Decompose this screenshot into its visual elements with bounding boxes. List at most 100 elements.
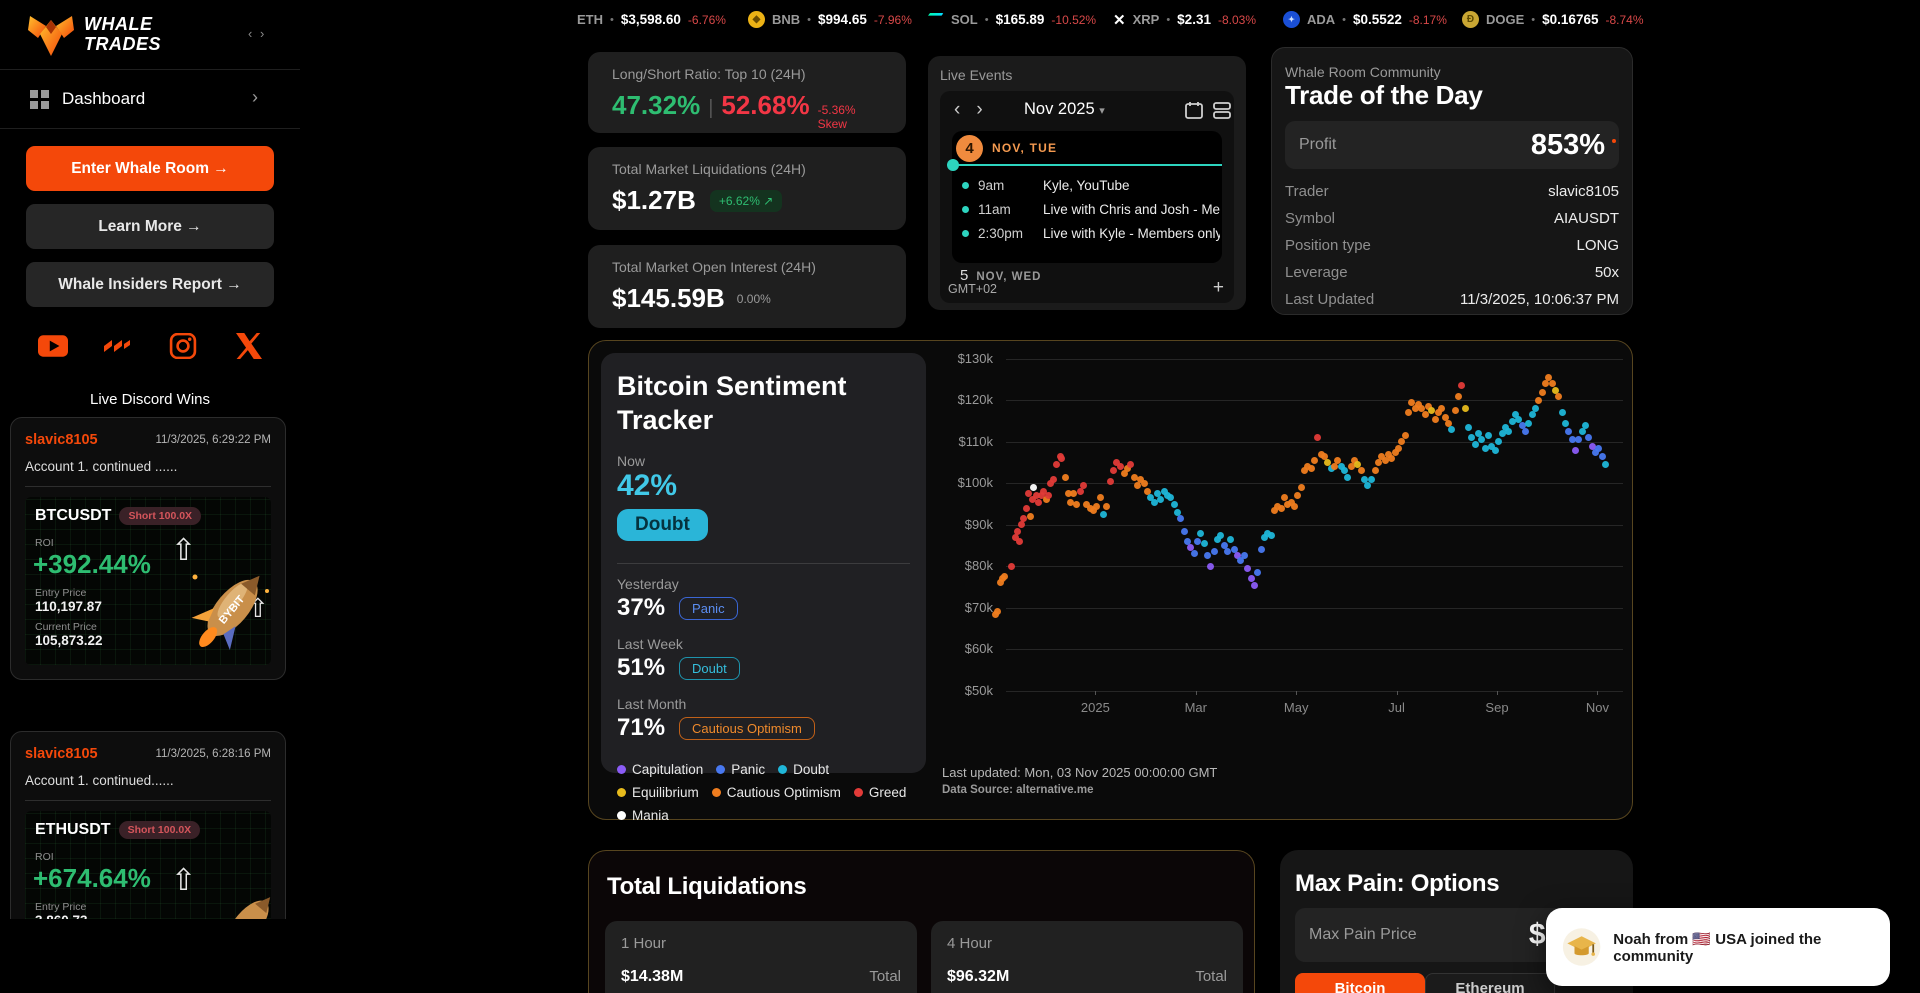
discord-win-card[interactable]: slavic8105 11/3/2025, 6:29:22 PM Account… [10,417,286,680]
calendar-next-icon[interactable]: › [976,99,983,120]
scatter-point [1160,488,1168,496]
ticker-sep: • [1342,13,1347,26]
whale-trades-social-icon[interactable] [102,333,132,359]
gridline [1006,400,1623,402]
brand-block[interactable]: WHALE TRADES ‹ › [0,0,300,70]
scatter-point [1424,403,1432,411]
period-label: Last Month [617,696,687,712]
scatter-point [1592,448,1600,456]
enter-whale-room-button[interactable]: Enter Whale Room → [26,146,274,191]
scatter-point [1190,550,1198,558]
up-arrow-icon: ⇧ [171,864,197,897]
ticker-item-eth[interactable]: ETH • $3,598.60 -6.76% [577,0,726,39]
trade-symbol: BTCUSDT [35,507,112,524]
liquidations-title: Total Liquidations [607,873,807,900]
scatter-point [1454,392,1462,400]
scatter-point [1444,419,1452,427]
scatter-point [1484,432,1492,440]
ticker-change: -8.74% [1605,12,1644,27]
divider [25,800,271,801]
ada-coin-icon: ✦ [1283,11,1300,28]
scatter-point [1381,457,1389,465]
scatter-point [996,579,1004,587]
y-axis-label: $60k [964,641,993,657]
scatter-point [1197,529,1205,537]
scatter-point [1026,513,1034,521]
next-day-number: 5 [960,267,969,284]
ticker-item-ada[interactable]: ✦ ADA • $0.5522 -8.17% [1283,0,1447,39]
scatter-point [1565,428,1573,436]
now-indicator-line [952,164,1222,166]
max-pain-title: Max Pain: Options [1295,870,1500,897]
gridline [1006,690,1623,692]
detail-label: Last Updated [1285,291,1375,308]
period-value: 71% [617,714,666,741]
scatter-point [1096,494,1104,502]
whale-insiders-report-button[interactable]: Whale Insiders Report → [26,262,274,307]
calendar-month-select[interactable]: Nov 2025 ▾ [1024,100,1105,118]
sidebar-item-dashboard[interactable]: Dashboard › [0,70,300,129]
event-row[interactable]: 11am Live with Chris and Josh - Me [962,202,1220,217]
scatter-point [1562,419,1570,427]
scatter-point [1100,511,1108,518]
sentiment-scatter-chart[interactable]: $130k $120k $110k $100k $90k $80k $70k $60k $50k… [931,341,1631,749]
scatter-point [1337,463,1345,471]
scatter-point [1572,446,1580,454]
scatter-point [1297,484,1305,492]
current-price-label: Current Price [35,621,97,633]
sidebar-collapse-icon[interactable]: ‹ › [248,26,267,41]
x-twitter-icon[interactable] [234,333,264,359]
add-event-icon[interactable]: + [1212,277,1224,298]
ticker-item-sol[interactable]: SOL • $165.89 -10.52% [928,0,1096,39]
ticker-symbol: ETH [577,12,603,27]
legend-dot-icon [711,788,721,797]
community-toast[interactable]: Noah from 🇺🇸 USA joined the community [1546,908,1890,986]
detail-value: LONG [1576,237,1619,254]
scatter-point [1177,515,1185,523]
scatter-point [1043,496,1051,504]
sol-coin-icon [928,12,944,16]
ticker-item-doge[interactable]: Ð DOGE • $0.16765 -8.74% [1462,0,1644,39]
youtube-icon[interactable] [38,333,68,359]
stat-label: Total Market Open Interest (24H) [612,259,816,275]
scatter-point [1361,475,1369,483]
graduation-cap-icon [1562,928,1601,966]
scatter-point [1237,556,1245,564]
tab-bitcoin[interactable]: Bitcoin [1295,973,1425,993]
event-title: Live with Chris and Josh - Me [1043,202,1220,217]
calendar-view-icon[interactable] [1185,101,1203,119]
toast-message: Noah from 🇺🇸 USA joined the community [1613,930,1822,965]
scatter-point [1522,428,1530,436]
tab-ethereum[interactable]: Ethereum [1425,973,1555,993]
scatter-point [1157,496,1165,504]
event-row[interactable]: 9am Kyle, YouTube [962,178,1220,193]
day-label: NOV, TUE [992,141,1058,155]
period-label: 1 Hour [621,935,667,952]
scatter-point [1508,417,1516,425]
event-row[interactable]: 2:30pm Live with Kyle - Members only [962,226,1220,241]
timezone-label[interactable]: GMT+02 [948,282,997,296]
calendar-prev-icon[interactable]: ‹ [954,99,961,120]
discord-win-card[interactable]: slavic8105 11/3/2025, 6:28:16 PM Account… [10,731,286,919]
agenda-view-icon[interactable] [1213,101,1231,119]
scatter-point [1227,535,1235,543]
scatter-point [1532,405,1540,413]
discord-wins-feed[interactable]: slavic8105 11/3/2025, 6:29:22 PM Account… [10,405,290,919]
scatter-point [1505,428,1513,436]
scatter-point [1240,552,1248,560]
ticker-item-xrp[interactable]: ✕ XRP • $2.31 -8.03% [1113,0,1256,39]
learn-more-button[interactable]: Learn More → [26,204,274,249]
legend-item: Mania [617,808,669,823]
trade-detail-row: Symbol AIAUSDT [1285,210,1619,227]
trade-screenshot: BTCUSDT Short 100.0X ROI +392.44% Entry … [25,497,271,665]
scatter-point [1120,469,1128,477]
event-time: 2:30pm [978,226,1024,241]
scatter-point [1163,492,1171,500]
market-liquidations-card: Total Market Liquidations (24H) $1.27B +… [588,147,906,230]
scatter-point [1327,465,1335,473]
scatter-point [1261,533,1269,541]
instagram-icon[interactable] [168,333,198,359]
period-label: Yesterday [617,576,679,592]
ticker-item-bnb[interactable]: ◆ BNB • $994.65 -7.96% [748,0,912,39]
trade-of-day-card: Whale Room Community Trade of the Day Pr… [1271,47,1633,315]
